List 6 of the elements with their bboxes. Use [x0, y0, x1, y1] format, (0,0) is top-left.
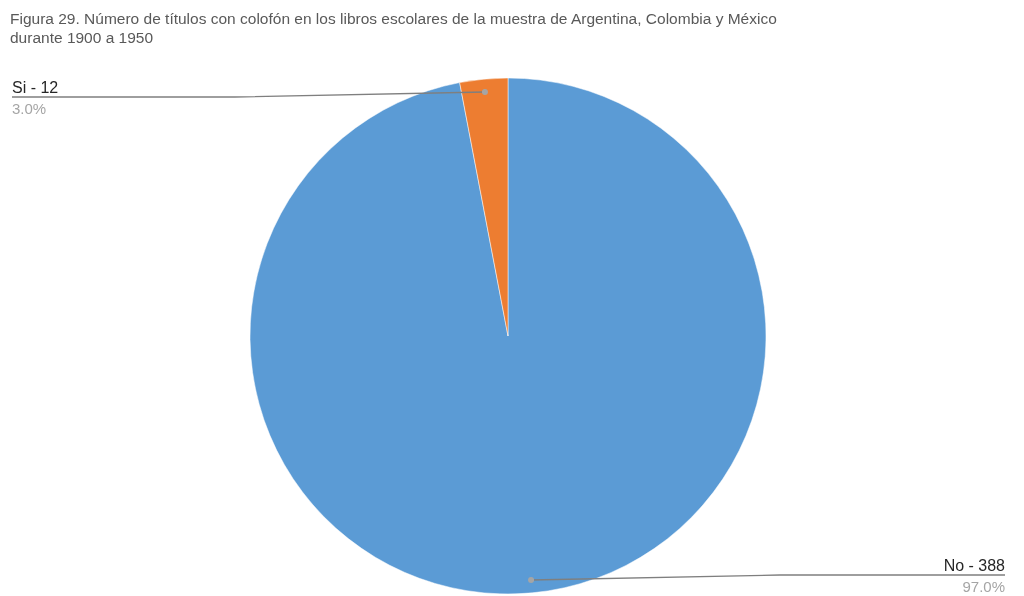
data-label: 97.0%	[962, 578, 1005, 595]
pie-slice	[250, 77, 767, 595]
slice-label: No - 388	[943, 557, 1006, 574]
chart-title: Figura 29. Número de títulos con colofón en los libros escolares de la muestra de Argentina, Colombia y México durante 1900 a 1950	[10, 10, 777, 46]
data-label: 3.0%	[12, 100, 47, 117]
slice-label: Si - 12	[12, 79, 59, 96]
